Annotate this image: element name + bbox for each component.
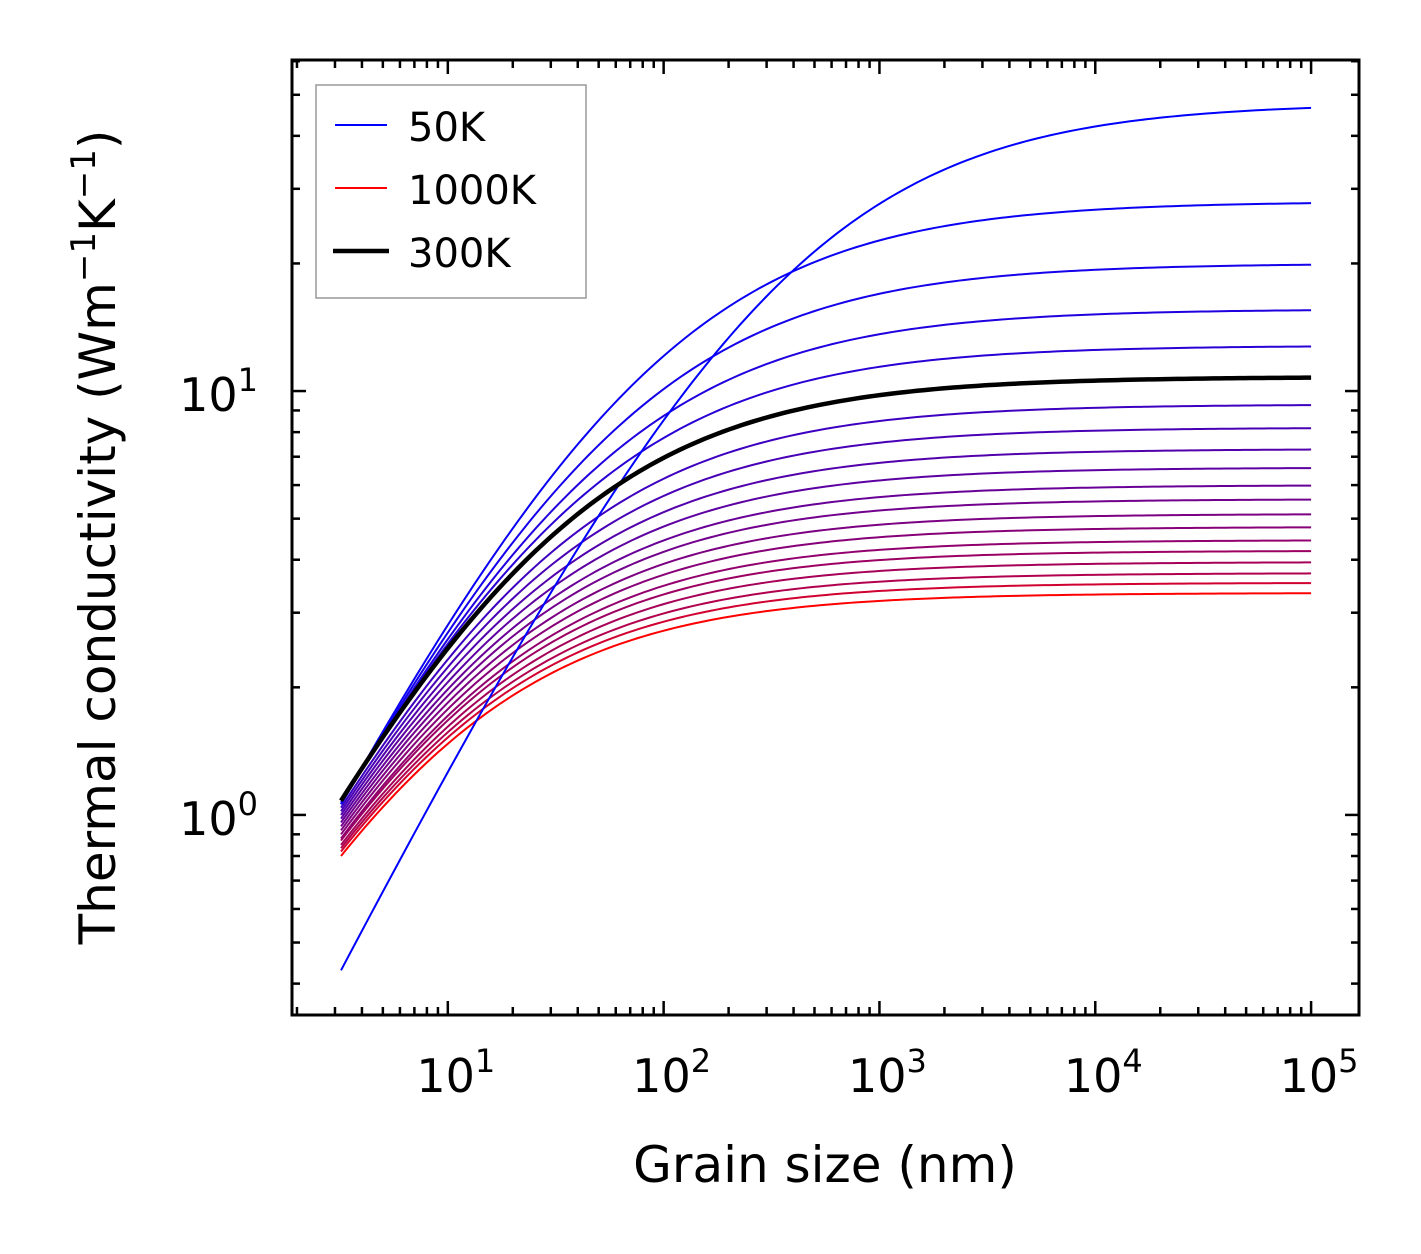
- y-tick-base: 10: [179, 368, 238, 422]
- series-line-600k: [340, 498, 1312, 827]
- series-line-950k: [340, 582, 1312, 853]
- legend: 50K 1000K 300K: [315, 84, 587, 299]
- x-tick-label: 101: [416, 1042, 495, 1103]
- x-tick-exp: 1: [475, 1042, 495, 1080]
- legend-label-300k: 300K: [408, 231, 512, 277]
- y-tick-label: 100: [179, 785, 258, 846]
- y-axis-title-sup1: −1: [64, 232, 104, 282]
- x-tick-label: 104: [1064, 1042, 1143, 1103]
- y-tick-exp: 1: [238, 361, 258, 399]
- x-tick-base: 10: [1280, 1049, 1339, 1103]
- series-line-300k: [339, 375, 1312, 802]
- series-line-500k: [340, 467, 1312, 820]
- series-line-900k: [340, 572, 1312, 849]
- x-tick-labels: 101 102 103 104 105: [416, 1042, 1358, 1103]
- x-tick-base: 10: [848, 1049, 907, 1103]
- x-tick-base: 10: [1064, 1049, 1123, 1103]
- x-tick-exp: 2: [691, 1042, 711, 1080]
- legend-box: [315, 84, 587, 299]
- x-tick-base: 10: [632, 1049, 691, 1103]
- y-axis-title-close: ): [69, 130, 127, 150]
- x-tick-label: 103: [848, 1042, 927, 1103]
- y-tick-exp: 0: [238, 785, 258, 823]
- axes-frame: [290, 58, 1361, 1017]
- x-tick-exp: 5: [1338, 1042, 1358, 1080]
- series-line-100k: [340, 202, 1312, 805]
- series-line-550k: [340, 484, 1312, 824]
- x-tick-label: 105: [1280, 1042, 1359, 1103]
- series-line-750k: [340, 539, 1312, 840]
- series-line-850k: [340, 561, 1312, 846]
- series-line-400k: [340, 427, 1312, 812]
- x-axis-title: Grain size (nm): [633, 1136, 1017, 1194]
- x-tick-exp: 4: [1122, 1042, 1142, 1080]
- x-tick-exp: 3: [907, 1042, 927, 1080]
- y-axis-title-main: Thermal conductivity (Wm: [69, 282, 127, 945]
- x-tick-label: 102: [632, 1042, 711, 1103]
- y-tick-base: 10: [179, 792, 238, 846]
- y-axis-title-sup2: −1: [64, 149, 104, 199]
- y-axis-title: Thermal conductivity (Wm−1K−1): [64, 130, 127, 946]
- series-line-250k: [340, 345, 1312, 803]
- series-line-450k: [340, 448, 1312, 816]
- series-line-200k: [340, 309, 1312, 805]
- series-line-350k: [340, 404, 1312, 809]
- x-tick-base: 10: [416, 1049, 475, 1103]
- series-line-150k: [340, 263, 1312, 805]
- series-line-700k: [340, 526, 1312, 835]
- y-axis-title-k: K: [69, 198, 127, 232]
- series-layer: [339, 106, 1312, 971]
- y-tick-label: 101: [179, 361, 258, 422]
- series-line-50k: [340, 106, 1312, 971]
- series-line-1000k: [340, 592, 1312, 857]
- legend-label-50k: 50K: [408, 105, 487, 151]
- legend-label-1000k: 1000K: [408, 168, 538, 214]
- series-line-650k: [340, 513, 1312, 831]
